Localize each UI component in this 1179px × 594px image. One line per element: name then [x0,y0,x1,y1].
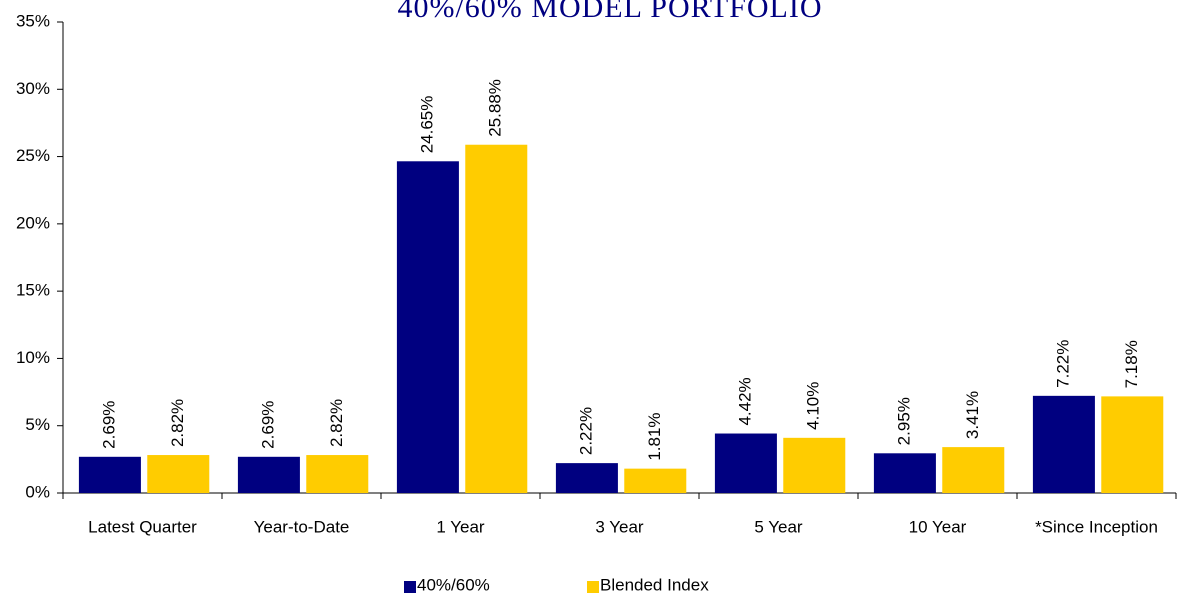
bar [714,433,777,493]
value-label: 25.88% [486,79,505,137]
value-label: 3.41% [963,391,982,439]
value-label: 4.10% [804,382,823,430]
y-tick-label: 10% [16,348,50,367]
value-label: 7.18% [1122,340,1141,388]
y-tick-label: 5% [25,415,50,434]
value-label: 2.69% [99,401,118,449]
x-tick-label: Latest Quarter [88,517,197,536]
bar [237,456,300,493]
x-tick-label: Year-to-Date [254,517,350,536]
y-tick-label: 15% [16,281,50,300]
value-label: 2.82% [168,399,187,447]
chart-title: 40%/60% MODEL PORTFOLIO [397,0,822,24]
bar [873,453,936,493]
value-label: 1.81% [645,412,664,460]
y-tick-label: 25% [16,146,50,165]
value-label: 2.22% [576,407,595,455]
y-tick-label: 0% [25,482,50,501]
value-label: 2.95% [894,397,913,445]
bar [555,463,618,493]
x-tick-label: *Since Inception [1035,517,1158,536]
bar [1101,396,1164,493]
x-tick-label: 10 Year [909,517,967,536]
bar [396,161,459,493]
bar [306,455,369,493]
value-label: 2.69% [258,401,277,449]
y-tick-label: 20% [16,213,50,232]
value-label: 24.65% [417,96,436,154]
bar [78,456,141,493]
bar [147,455,210,493]
x-tick-label: 1 Year [436,517,485,536]
bar [942,447,1005,493]
value-label: 2.82% [327,399,346,447]
bar [1032,395,1095,493]
legend-label: Blended Index [600,575,709,594]
bar [624,468,687,493]
value-label: 4.42% [735,377,754,425]
x-tick-label: 3 Year [595,517,644,536]
x-tick-label: 5 Year [754,517,803,536]
legend-label: 40%/60% [417,575,490,594]
bar [465,144,528,494]
y-tick-label: 35% [16,11,50,30]
value-label: 7.22% [1053,340,1072,388]
y-tick-label: 30% [16,79,50,98]
bar [783,437,846,493]
legend-swatch [404,581,416,593]
legend-swatch [587,581,599,593]
